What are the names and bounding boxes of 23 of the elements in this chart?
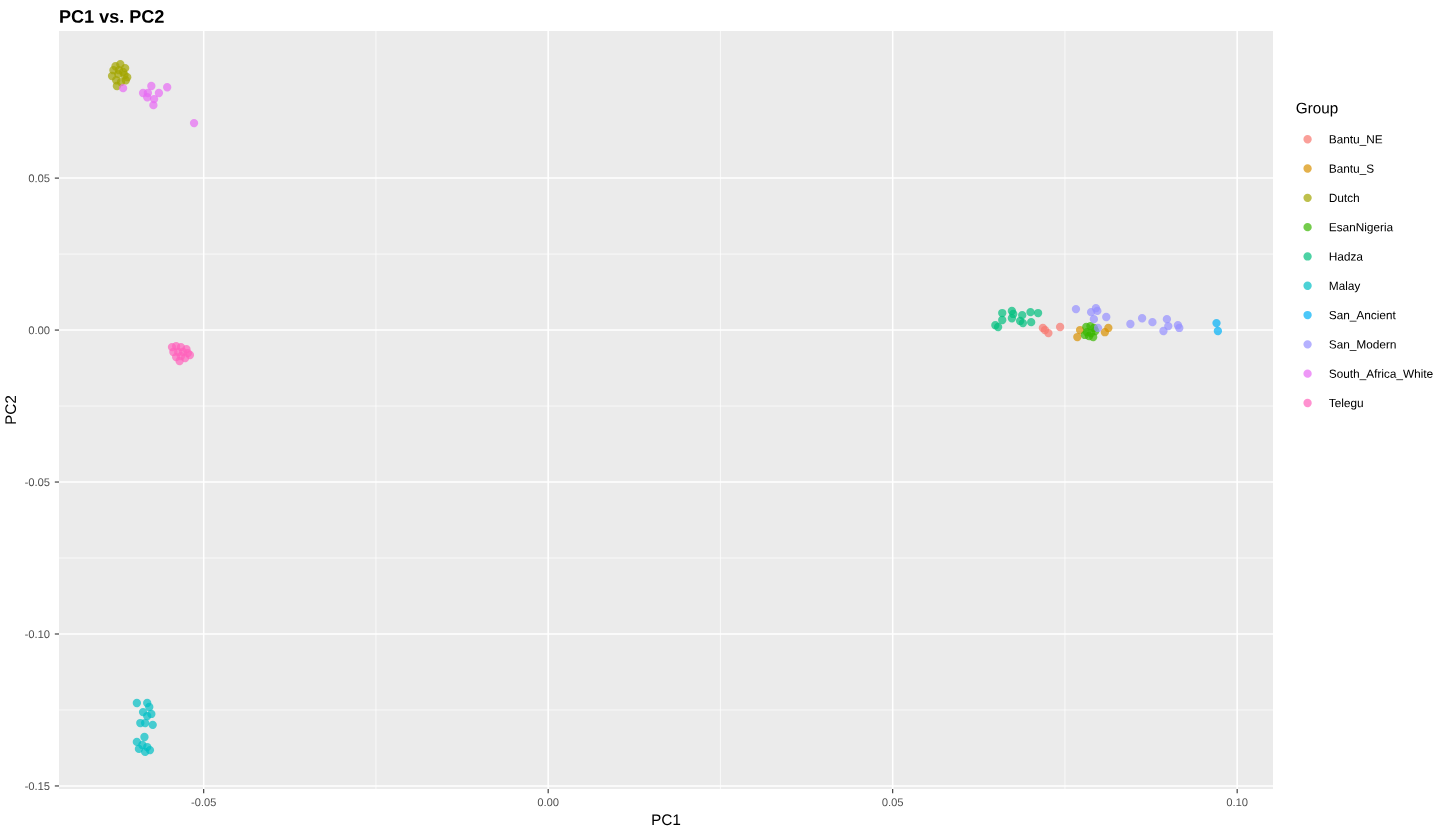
legend-label: San_Modern xyxy=(1329,339,1396,351)
x-tick-label: 0.00 xyxy=(537,798,559,807)
y-tick-label: -0.10 xyxy=(25,630,50,639)
y-axis-title: PC2 xyxy=(5,395,17,424)
legend-label: Malay xyxy=(1329,281,1361,293)
legend-label: Telegu xyxy=(1329,398,1363,410)
legend-title: Group xyxy=(1296,102,1338,117)
y-tick-label: 0.00 xyxy=(28,326,50,335)
legend-label: Bantu_NE xyxy=(1329,135,1383,146)
x-tick-label: -0.05 xyxy=(191,798,216,807)
legend-label: Bantu_S xyxy=(1329,164,1374,176)
x-tick-label: 0.10 xyxy=(1226,798,1248,807)
y-tick-label: -0.05 xyxy=(25,478,50,487)
legend-label: Hadza xyxy=(1329,252,1363,261)
legend-label: EsanNigeria xyxy=(1329,222,1394,234)
y-tick-label: -0.15 xyxy=(25,782,50,791)
legend-label: South_Africa_White xyxy=(1329,369,1433,381)
legend-label: Dutch xyxy=(1329,193,1359,203)
x-tick-label: 0.05 xyxy=(882,798,904,807)
chart-title: PC1 vs. PC2 xyxy=(60,10,164,23)
x-axis-title: PC1 xyxy=(652,814,681,826)
y-tick-label: 0.05 xyxy=(28,174,50,183)
legend-label: San_Ancient xyxy=(1329,310,1396,322)
